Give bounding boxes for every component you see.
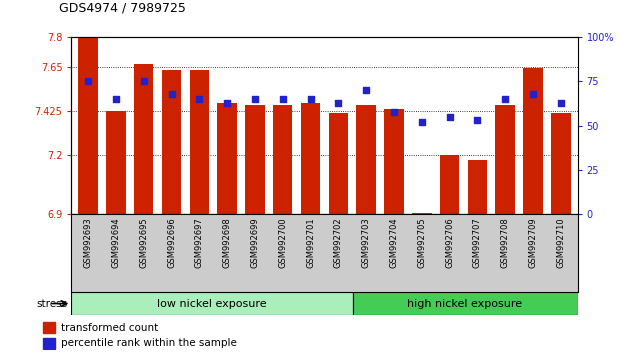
Bar: [245, 105, 265, 214]
Point: [333, 100, 343, 105]
Point: [501, 96, 510, 102]
Bar: [412, 213, 432, 214]
Bar: [496, 105, 515, 214]
Bar: [162, 70, 181, 214]
Text: GSM992703: GSM992703: [361, 217, 371, 268]
Bar: [78, 38, 98, 214]
Text: GSM992694: GSM992694: [111, 217, 120, 268]
Text: GSM992702: GSM992702: [334, 217, 343, 268]
Point: [222, 100, 232, 105]
Bar: [273, 105, 292, 214]
Point: [250, 96, 260, 102]
Bar: [134, 64, 153, 214]
Text: GSM992707: GSM992707: [473, 217, 482, 268]
Text: GDS4974 / 7989725: GDS4974 / 7989725: [59, 1, 186, 14]
Text: GSM992698: GSM992698: [223, 217, 232, 268]
Point: [528, 91, 538, 97]
Text: GSM992695: GSM992695: [139, 217, 148, 268]
Text: stress: stress: [37, 298, 68, 309]
Point: [473, 118, 483, 123]
Point: [194, 96, 204, 102]
Point: [166, 91, 176, 97]
Text: GSM992704: GSM992704: [389, 217, 399, 268]
Bar: [524, 68, 543, 214]
Text: GSM992697: GSM992697: [195, 217, 204, 268]
Bar: [353, 292, 578, 315]
Text: percentile rank within the sample: percentile rank within the sample: [61, 338, 237, 348]
Text: transformed count: transformed count: [61, 322, 158, 332]
Bar: [217, 103, 237, 214]
Text: GSM992710: GSM992710: [556, 217, 565, 268]
Bar: [43, 322, 55, 333]
Bar: [384, 109, 404, 214]
Bar: [468, 160, 487, 214]
Text: GSM992708: GSM992708: [501, 217, 510, 268]
Text: GSM992700: GSM992700: [278, 217, 288, 268]
Point: [138, 79, 148, 84]
Text: GSM992699: GSM992699: [250, 217, 260, 268]
Text: low nickel exposure: low nickel exposure: [157, 298, 267, 309]
Bar: [551, 113, 571, 214]
Bar: [71, 292, 353, 315]
Bar: [189, 70, 209, 214]
Text: GSM992706: GSM992706: [445, 217, 454, 268]
Point: [417, 119, 427, 125]
Bar: [43, 338, 55, 349]
Point: [445, 114, 455, 120]
Point: [306, 96, 315, 102]
Point: [111, 96, 121, 102]
Text: high nickel exposure: high nickel exposure: [407, 298, 523, 309]
Point: [278, 96, 288, 102]
Bar: [440, 155, 460, 214]
Text: GSM992693: GSM992693: [84, 217, 93, 268]
Bar: [329, 113, 348, 214]
Point: [83, 79, 93, 84]
Text: GSM992701: GSM992701: [306, 217, 315, 268]
Text: GSM992705: GSM992705: [417, 217, 426, 268]
Text: GSM992709: GSM992709: [528, 217, 538, 268]
Bar: [356, 105, 376, 214]
Point: [556, 100, 566, 105]
Point: [361, 87, 371, 93]
Text: GSM992696: GSM992696: [167, 217, 176, 268]
Bar: [106, 111, 125, 214]
Point: [389, 109, 399, 114]
Bar: [301, 103, 320, 214]
